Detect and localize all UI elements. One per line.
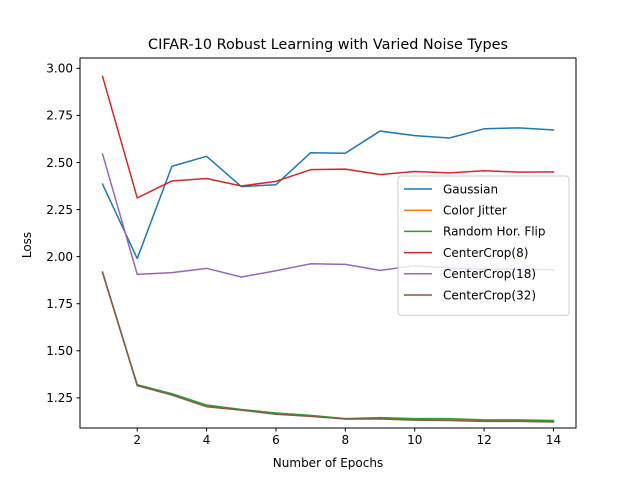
y-axis-title: Loss	[20, 232, 34, 258]
series-line-centercrop-8	[101, 75, 555, 199]
chart-title: CIFAR-10 Robust Learning with Varied Noi…	[148, 37, 508, 53]
y-tick-label: 2.75	[46, 109, 73, 123]
legend-label-gaussian: Gaussian	[443, 182, 498, 196]
legend-box	[397, 175, 570, 316]
y-tick-label: 1.50	[46, 344, 73, 358]
series-line-centercrop-32	[101, 271, 555, 423]
series-line-gaussian	[101, 127, 555, 260]
x-tick-label: 8	[342, 433, 350, 447]
y-tick-label: 2.50	[46, 156, 73, 170]
x-tick-label: 12	[476, 433, 491, 447]
plot-area: 2 4 6 8 10 12 14 1.25 1.50 1.75 2.00 2.25 2.50 2.75 3.…	[46, 57, 577, 447]
legend-label-color-jitter: Color Jitter	[443, 204, 507, 218]
y-tick-label: 2.00	[46, 250, 73, 264]
legend: Gaussian Color Jitter Random Hor. Flip Cent…	[397, 175, 570, 316]
legend-label-centercrop-8: CenterCrop(8)	[443, 246, 528, 260]
legend-label-random-hor-flip: Random Hor. Flip	[443, 225, 546, 239]
x-tick-label: 14	[546, 433, 561, 447]
legend-label-centercrop-32: CenterCrop(32)	[443, 288, 536, 302]
y-tick-label: 1.75	[46, 297, 73, 311]
x-tick-label: 10	[407, 433, 422, 447]
legend-label-centercrop-18: CenterCrop(18)	[443, 267, 536, 281]
y-tick-label: 2.25	[46, 203, 73, 217]
y-tick-label: 1.25	[46, 391, 73, 405]
x-axis-title: Number of Epochs	[273, 456, 383, 470]
axes-frame	[79, 57, 577, 429]
x-tick-label: 4	[203, 433, 211, 447]
y-tick-label: 3.00	[46, 62, 73, 76]
x-tick-label: 6	[272, 433, 280, 447]
x-tick-label: 2	[133, 433, 141, 447]
